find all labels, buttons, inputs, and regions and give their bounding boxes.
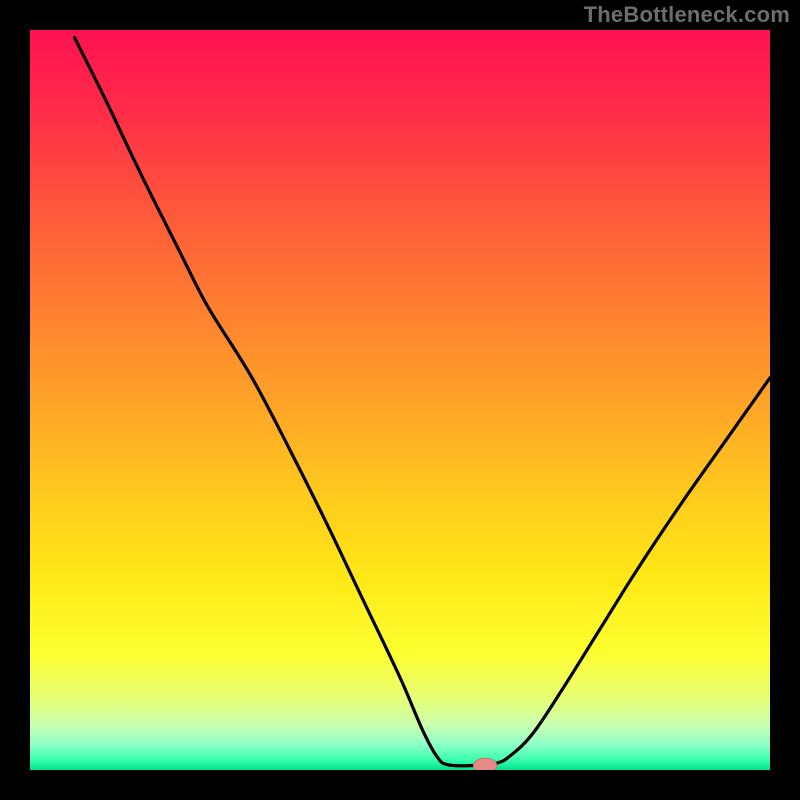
- watermark-text: TheBottleneck.com: [584, 2, 790, 28]
- bottleneck-chart: [0, 0, 800, 800]
- chart-background: [30, 30, 770, 770]
- chart-frame: TheBottleneck.com: [0, 0, 800, 800]
- optimal-point-marker: [473, 758, 497, 773]
